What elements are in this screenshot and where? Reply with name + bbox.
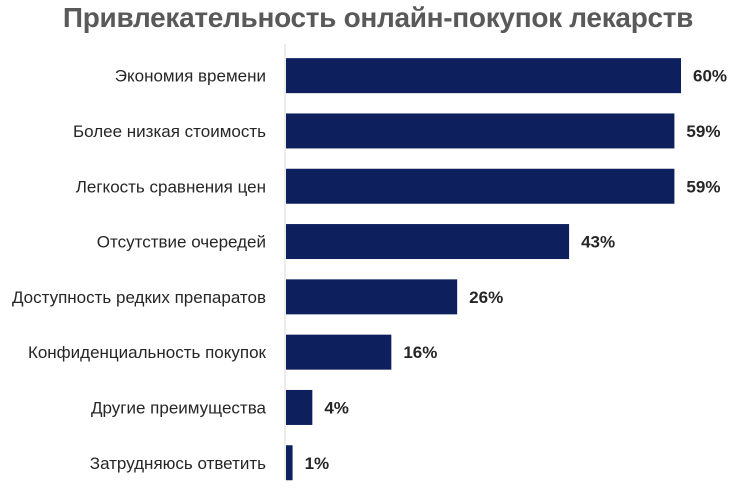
category-label: Затрудняюсь ответить [90,454,266,473]
value-label: 16% [403,343,437,362]
value-label: 59% [686,177,720,196]
bar [286,279,458,315]
bar [286,445,293,481]
category-label: Отсутствие очередей [97,233,266,252]
value-label: 1% [305,454,330,473]
bars-layer: Экономия времени 60% Более низкая стоимост… [12,58,727,481]
bar [286,224,570,260]
bar [286,334,392,370]
category-label: Другие преимущества [91,398,267,417]
category-label: Экономия времени [115,67,266,86]
category-label: Доступность редких препаратов [12,288,266,307]
bar [286,58,681,94]
value-label: 4% [324,398,349,417]
category-label: Конфиденциальность покупок [28,343,267,362]
bar [286,113,675,149]
value-label: 60% [693,67,727,86]
value-label: 59% [686,122,720,141]
bar [286,389,313,425]
value-label: 43% [581,233,615,252]
chart-title: Привлекательность онлайн-покупок лекарст… [62,2,694,33]
value-label: 26% [469,288,503,307]
category-label: Легкость сравнения цен [76,177,266,196]
category-label: Более низкая стоимость [73,122,266,141]
bar [286,168,675,204]
